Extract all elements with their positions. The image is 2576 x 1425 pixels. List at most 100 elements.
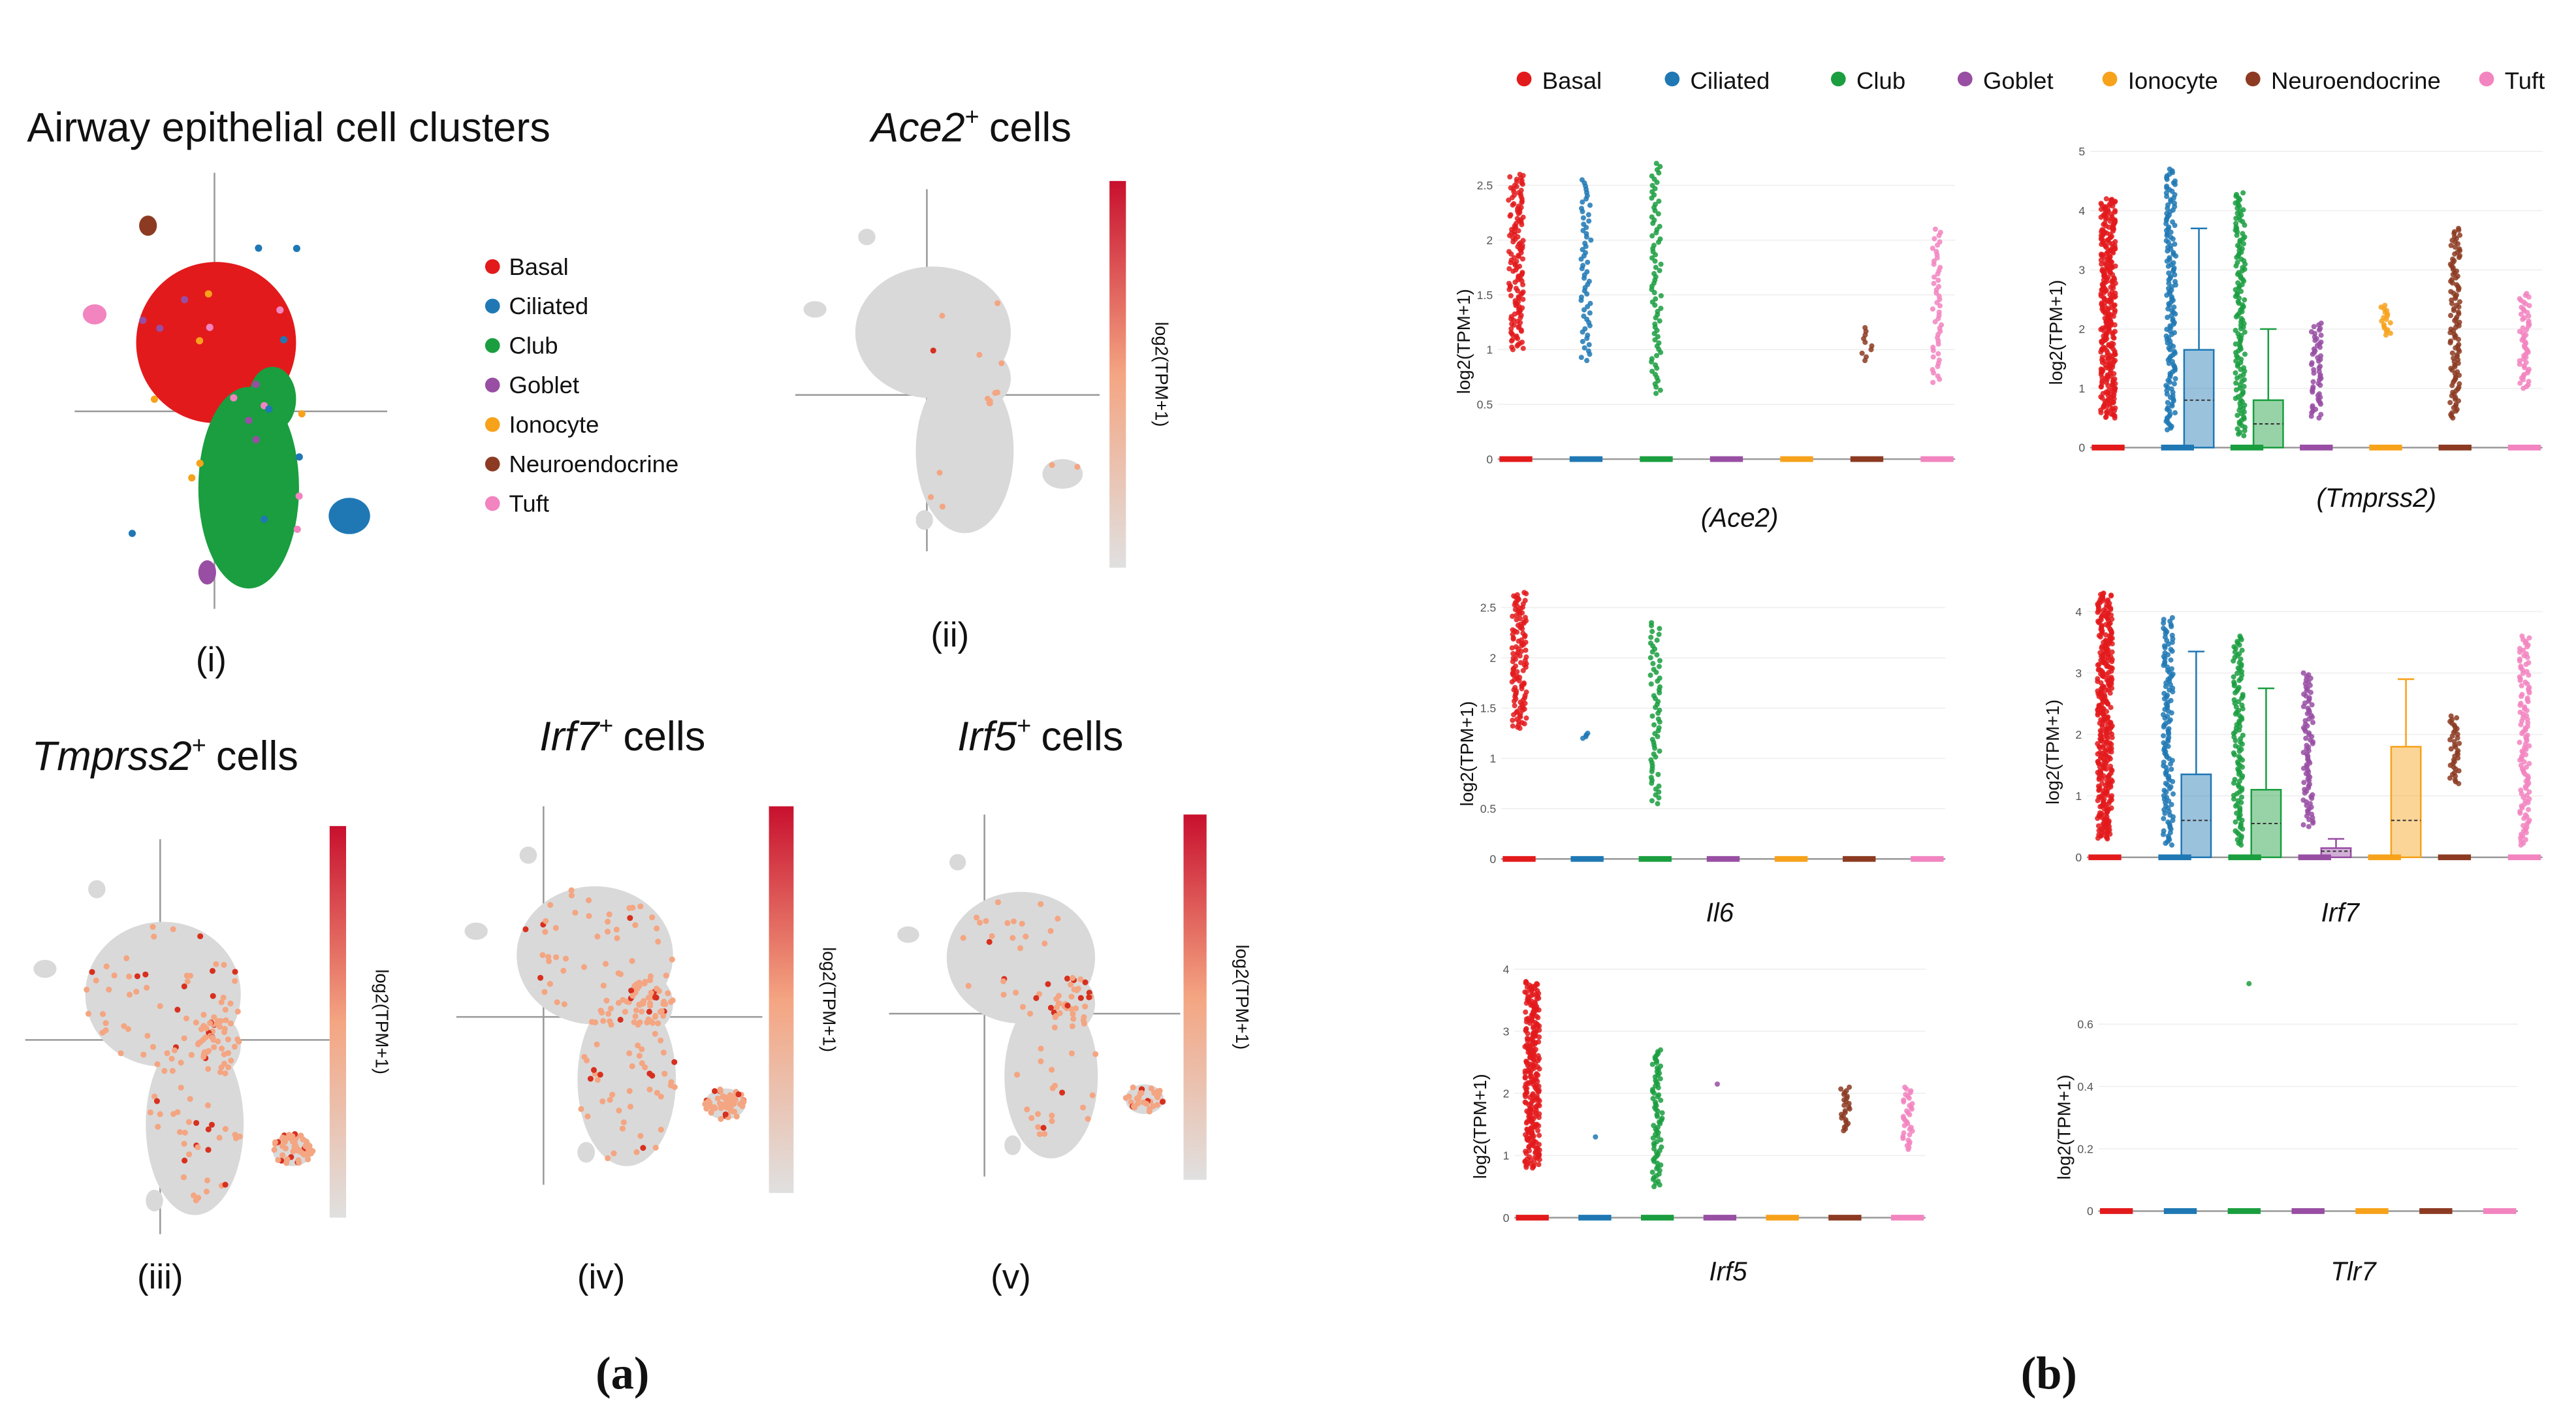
strip-dot (2096, 666, 2102, 672)
strip-dot (2112, 208, 2118, 214)
expression-dot (170, 926, 176, 933)
superscript: + (599, 712, 613, 740)
strip-dot (2234, 259, 2240, 265)
expression-dot (234, 1008, 241, 1015)
legend-label: Goblet (509, 372, 579, 398)
expression-dot (597, 1072, 603, 1078)
expression-dot (225, 1036, 231, 1043)
strip-dot (1588, 237, 1594, 243)
strip-dot (2232, 777, 2238, 782)
strip-dot (1510, 723, 1516, 729)
strip-dot (1580, 338, 1585, 344)
expression-dot (655, 938, 661, 945)
strip-dot (1653, 391, 1659, 396)
expression-dot (219, 1045, 225, 1052)
expression-dot (600, 982, 607, 989)
expression-dot (182, 1129, 188, 1136)
strip-dot (2164, 327, 2170, 332)
strip-dot (2310, 379, 2316, 385)
expression-dot (209, 968, 216, 974)
strip-dot (2517, 709, 2523, 715)
strip-dot (2301, 780, 2307, 786)
cell-cloud (198, 387, 299, 589)
strip-dot (1522, 598, 1528, 603)
expression-dot (144, 1033, 151, 1039)
expression-dot (221, 961, 227, 968)
gene-label: Il6 (1706, 898, 1734, 927)
strip-dot (2236, 699, 2242, 705)
legend-dot (485, 496, 500, 511)
expression-dot (1126, 1093, 1132, 1100)
expression-dot (1143, 1100, 1150, 1107)
strip-dot (2238, 794, 2244, 800)
expression-dot (660, 1049, 667, 1056)
strip-dot (2098, 366, 2104, 372)
strip-dot (2165, 314, 2171, 320)
expression-dot (646, 1008, 652, 1015)
strip (1714, 1081, 1720, 1087)
expression-dot (1130, 1084, 1136, 1091)
strip-dot (2105, 597, 2111, 603)
expression-dot (295, 1157, 302, 1164)
expression-dot (103, 1020, 109, 1027)
strip-dot (1649, 620, 1655, 626)
strip-dot (2231, 697, 2237, 703)
strip-dot (2166, 270, 2172, 276)
expression-dot (622, 1008, 628, 1015)
expression-dot (1156, 1087, 1163, 1094)
cell-dot (295, 492, 303, 500)
strip-dot (1932, 226, 1938, 232)
cell-dot (255, 244, 262, 252)
strip-dot (1655, 801, 1661, 807)
strip-dot (2234, 639, 2240, 645)
expression-dot (1053, 1013, 1059, 1019)
strip-dot (2168, 697, 2174, 703)
strip-dot (1525, 1080, 1531, 1085)
cell-cloud (82, 304, 107, 325)
strip-dot (1534, 1071, 1540, 1077)
strip-dot (1658, 1063, 1664, 1069)
expression-dot (994, 389, 1000, 396)
expression-dot (671, 1059, 678, 1065)
legend-label: Goblet (1983, 67, 2054, 94)
strip-dot (2526, 789, 2532, 795)
strip-dot (1936, 309, 1942, 315)
strip-dot (1581, 307, 1587, 313)
expression-dot (1064, 1002, 1071, 1009)
strip-dot (2517, 656, 2522, 662)
strip-dot (2108, 793, 2115, 799)
expression-dot (216, 1134, 223, 1141)
expression-dot (560, 967, 567, 974)
strip-dot (1652, 321, 1658, 327)
strip-dot (2526, 366, 2532, 372)
expression-dot (215, 1038, 221, 1045)
expression-dot (1049, 1066, 1055, 1073)
expression-dot (631, 983, 638, 989)
cell-dot (206, 323, 214, 331)
strip-dot (1523, 647, 1529, 653)
gene-name: Tmprss2 (32, 733, 192, 779)
strip-dot (2171, 791, 2176, 797)
strip-dot (2099, 780, 2105, 786)
strip-dot (1842, 1108, 1848, 1113)
expression-dot (205, 1147, 212, 1153)
expression-dot (590, 1066, 597, 1073)
cell-dot (279, 336, 288, 344)
expression-dot (629, 1063, 635, 1070)
strip-dot (1657, 626, 1662, 632)
expression-dot (178, 1059, 184, 1066)
expression-dot (539, 952, 546, 958)
strip-dot (1648, 681, 1654, 687)
strip-dot (1649, 233, 1655, 239)
expression-dot (200, 1053, 207, 1060)
expression-dot (169, 1068, 176, 1074)
expression-dot (204, 1102, 212, 1109)
strip-dot (1935, 283, 1942, 289)
strip-dot (1901, 1130, 1907, 1136)
strip-dot (1649, 173, 1655, 179)
expression-dot (183, 1015, 189, 1022)
expression-dot (1070, 1016, 1077, 1022)
expression-dot (994, 300, 1001, 306)
expression-dot (178, 1084, 184, 1091)
